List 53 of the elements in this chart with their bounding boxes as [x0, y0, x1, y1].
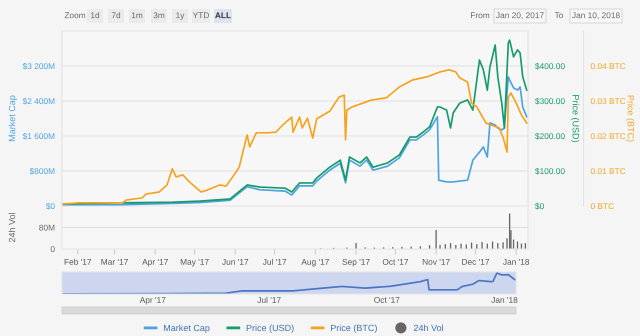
text: From — [470, 12, 490, 18]
y2-tick-label: $0 — [535, 202, 544, 210]
x-tick-label: Aug '17 — [301, 259, 329, 266]
text: Jan 10, 2018 — [572, 12, 620, 20]
x-tick-label: Jan '18 — [503, 258, 530, 265]
x-tick-label: Sep '17 — [342, 258, 370, 266]
y-axis-title: Market Cap — [8, 96, 17, 142]
y3-axis-title: Price (BTC) — [626, 96, 634, 142]
text: 1m — [132, 12, 142, 18]
text: To — [554, 12, 564, 18]
text: 7d — [112, 12, 120, 18]
x-tick-label: Mar '17 — [101, 259, 128, 265]
text: 3m — [154, 12, 164, 18]
y2-tick-label: $200.00 — [535, 132, 565, 140]
y3-tick-label: 0.03 BTC — [590, 98, 626, 104]
x-tick-label: Apr '17 — [142, 259, 168, 266]
x-tick-label: Oct '17 — [382, 258, 408, 265]
x-tick-label: Feb '17 — [64, 258, 92, 265]
text: 1y — [176, 12, 184, 20]
x-tick-label: Apr '17 — [140, 297, 166, 305]
x-tick-label: Jun '17 — [222, 259, 248, 265]
y-tick-label: $0 — [46, 202, 55, 210]
x-tick-label: Jul '17 — [257, 296, 281, 303]
y-tick-label: $2 400M — [22, 98, 54, 105]
legend-label: Price (USD) — [246, 324, 294, 333]
y-tick-label: $3 200M — [22, 62, 54, 70]
y-tick-label: $1 600M — [22, 132, 54, 140]
y2-tick-label: $100.00 — [535, 168, 565, 175]
x-tick-label: Jan '18 — [491, 297, 518, 303]
x-tick-label: Jul '17 — [262, 258, 286, 265]
x-tick-label: Oct '17 — [374, 297, 400, 303]
y3-tick-label: 0 BTC — [590, 203, 614, 210]
y2-tick-label: $400.00 — [535, 62, 565, 70]
legend-label: 24h Vol — [414, 324, 444, 332]
y3-tick-label: 0.01 BTC — [590, 168, 626, 174]
text: Jan 20, 2017 — [496, 12, 544, 20]
y3-tick-label: 0.02 BTC — [590, 133, 626, 140]
x-tick-label: Nov '17 — [422, 259, 450, 265]
text: ALL — [215, 12, 231, 18]
text: Zoom — [64, 12, 86, 18]
text: YTD — [192, 12, 209, 18]
y2-tick-label: $300.00 — [535, 98, 565, 105]
x-tick-label: Dec '17 — [462, 259, 490, 265]
y2-axis-title: Price (USD) — [570, 95, 580, 142]
y-tick-label: 80M — [39, 224, 54, 231]
x-tick-label: May '17 — [180, 259, 209, 266]
y-tick-label: $800M — [30, 168, 54, 175]
text: 1d — [91, 12, 100, 18]
y3-tick-label: 0.04 BTC — [590, 63, 626, 70]
legend-label: Market Cap — [164, 324, 210, 333]
y-axis-title: 24h Vol — [8, 213, 16, 242]
legend-label: Price (BTC) — [330, 324, 377, 333]
y-tick-label: 0 — [50, 246, 55, 252]
